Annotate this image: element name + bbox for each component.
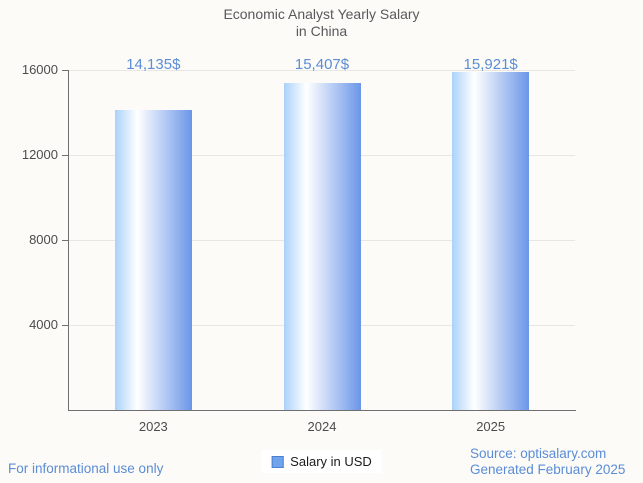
- gridline: [69, 69, 575, 71]
- bar-2023[interactable]: [114, 109, 192, 410]
- x-axis-line: [69, 410, 576, 411]
- bar-2025[interactable]: [452, 71, 530, 410]
- x-tick-label: 2025: [476, 419, 506, 434]
- bar-value-label: 14,135$: [126, 56, 181, 73]
- y-axis-tick: [62, 69, 69, 71]
- y-tick-label: 12000: [21, 147, 58, 162]
- x-tick-label: 2024: [307, 419, 337, 434]
- y-tick-label: 8000: [29, 232, 58, 247]
- legend[interactable]: Salary in USD: [261, 450, 382, 473]
- y-axis-line: [68, 70, 69, 411]
- legend-swatch-icon: [271, 455, 284, 468]
- source-block: Source: optisalary.com Generated Februar…: [470, 446, 625, 478]
- y-tick-label: 16000: [21, 62, 58, 77]
- plot-area: 4000 8000 12000 16000 14,135$ 2023 15,407$ 2024…: [22, 56, 576, 434]
- generated-text: Generated February 2025: [470, 462, 626, 477]
- bar-2024[interactable]: [283, 82, 361, 410]
- x-tick-label: 2023: [138, 419, 168, 434]
- legend-label: Salary in USD: [290, 454, 372, 469]
- chart-title-line2: in China: [295, 23, 348, 39]
- chart-title: Economic Analyst Yearly Salary in China: [0, 6, 643, 40]
- chart-title-line1: Economic Analyst Yearly Salary: [223, 6, 420, 22]
- y-tick-label: 4000: [29, 317, 58, 332]
- y-axis-tick: [62, 239, 69, 241]
- source-text[interactable]: Source: optisalary.com: [470, 446, 607, 461]
- y-axis-tick: [62, 154, 69, 156]
- bar-value-label: 15,921$: [463, 56, 518, 73]
- bar-value-label: 15,407$: [294, 56, 350, 73]
- y-axis-tick: [62, 324, 69, 326]
- disclaimer-text: For informational use only: [8, 461, 164, 476]
